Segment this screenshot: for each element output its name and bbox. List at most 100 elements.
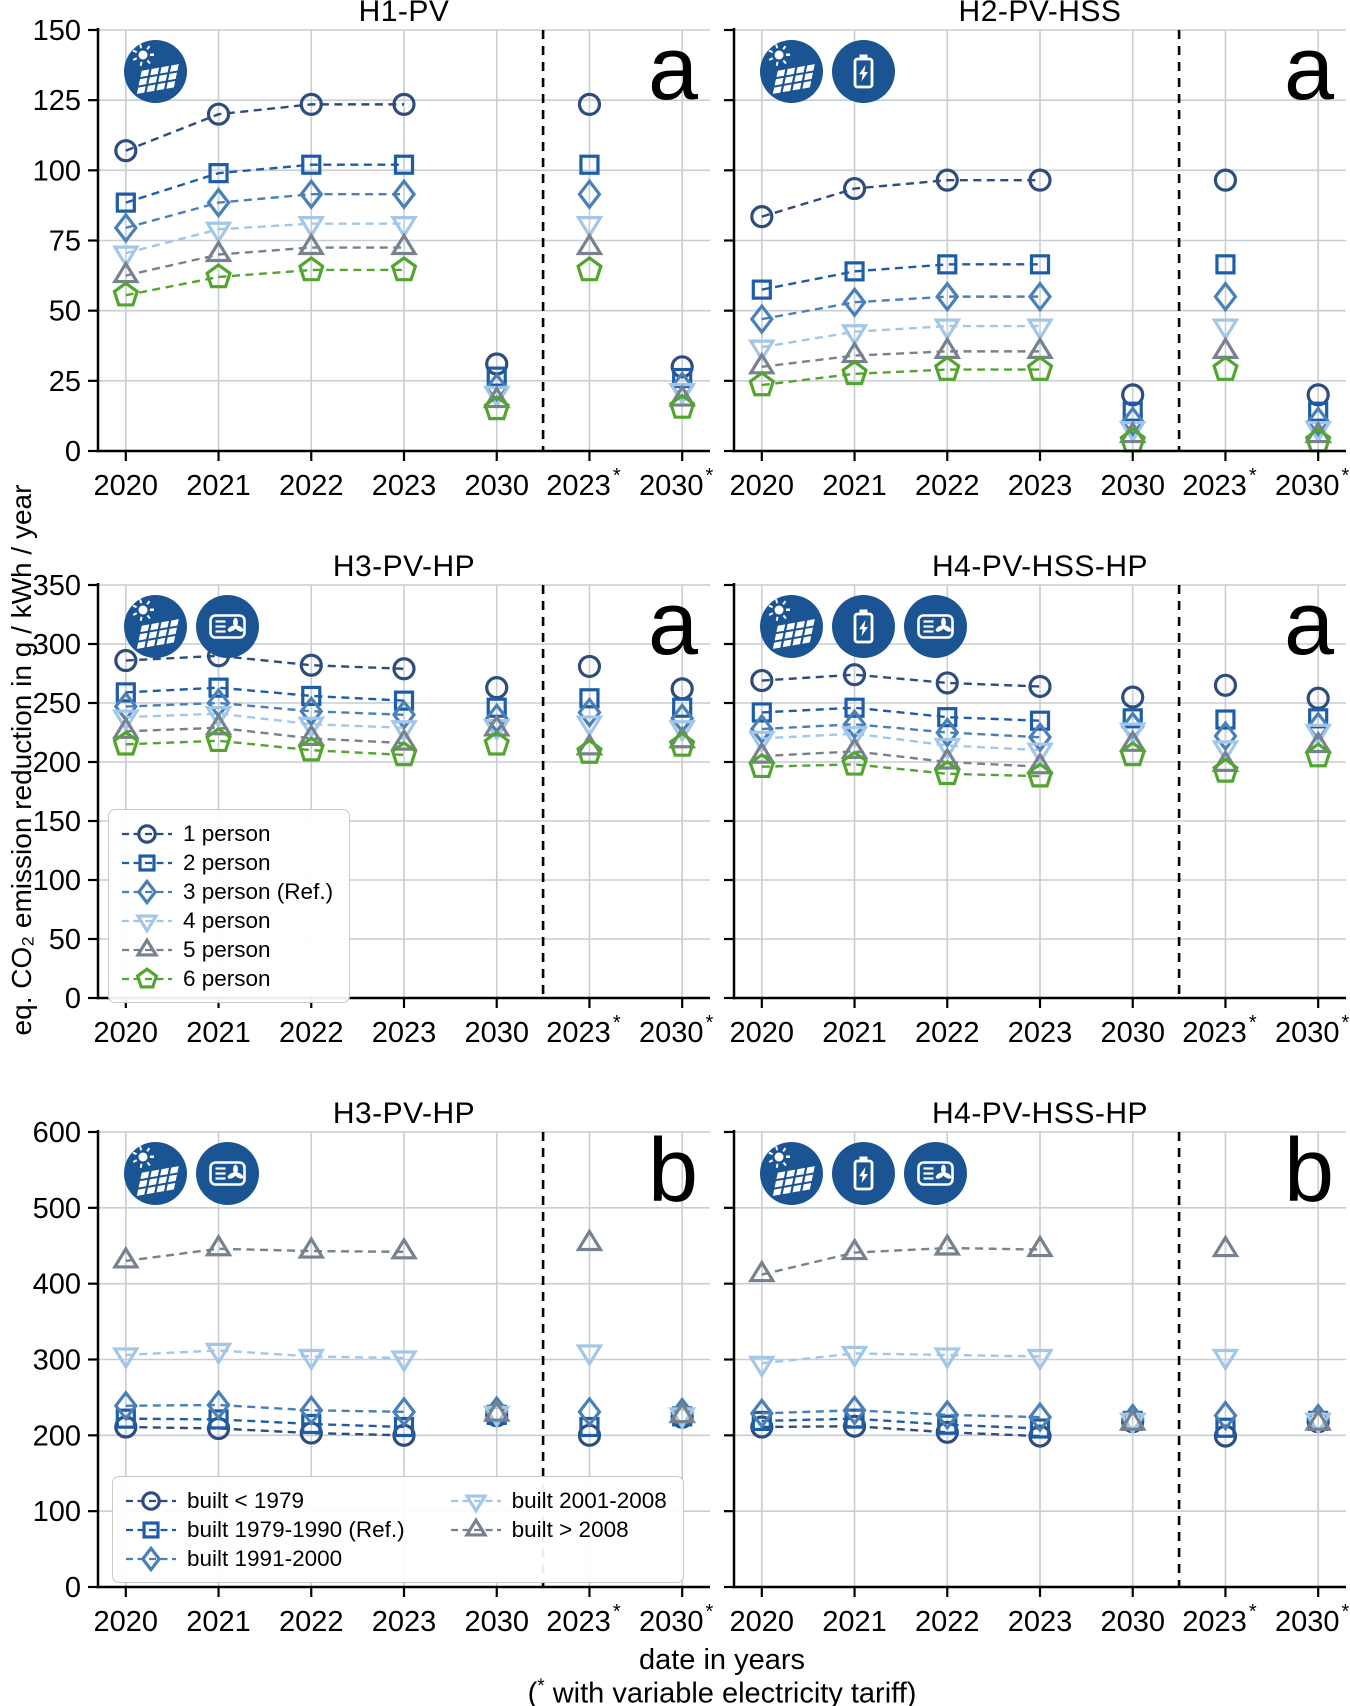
triangle-down-marker (297, 1348, 326, 1372)
series-6-person (112, 726, 696, 767)
triangle-down-marker (482, 719, 511, 742)
square-marker (1122, 708, 1143, 729)
pv-icon (760, 1142, 823, 1205)
diamond-marker (299, 178, 324, 210)
circle-marker (141, 1490, 161, 1511)
pentagon-marker (112, 730, 140, 756)
triangle-up-marker (668, 384, 697, 407)
triangle-up-marker (135, 936, 159, 957)
triangle-up-marker (575, 1228, 604, 1252)
y-tick-label: 0 (65, 983, 81, 1015)
triangle-up-marker (1304, 730, 1333, 754)
diamond-marker (1213, 281, 1238, 313)
plot-title: H4-PV-HSS-HP (931, 1097, 1149, 1130)
diamond-marker (670, 370, 695, 403)
chart-canvas: 2020 2021 2022 2023 2030 2023 * 2030 * (724, 28, 1350, 502)
series-line (125, 192, 404, 230)
series-6-person (748, 740, 1332, 788)
diamond-marker (749, 303, 774, 335)
square-marker (393, 154, 415, 175)
legend-label: 2 person (183, 849, 271, 875)
series-built-2008 (111, 1228, 697, 1424)
x-tick-label: 2020 (94, 1606, 159, 1638)
legend-marker (122, 966, 172, 989)
plot-h3-pv-hp-a: 0 50 100 150 200 250 300 350 2020 2021 2022 2023 203… (33, 551, 714, 1050)
triangle-down-marker (747, 730, 776, 754)
series-line (125, 1403, 405, 1414)
legend-persons: 1 person 2 person 3 person (Ref.) 4 person 5… (108, 809, 351, 1003)
square-marker (579, 1416, 600, 1438)
pentagon-marker (576, 255, 603, 282)
legend-entry: 2 person (120, 848, 333, 877)
legend-entry: built 1979-1990 (Ref.) (124, 1515, 405, 1544)
triangle-down-marker (575, 715, 604, 739)
x-tick-label: 2030 (464, 470, 529, 502)
heat-pump-icon (196, 595, 259, 658)
x-tick-label: 2020 (94, 470, 159, 502)
diamond-marker (1306, 405, 1331, 438)
triangle-down-marker (1026, 1348, 1054, 1372)
legend-entry: built < 1979 (124, 1486, 405, 1515)
circle-marker (299, 92, 323, 116)
circle-marker (1213, 673, 1238, 697)
triangle-down-marker (463, 1493, 488, 1514)
x-tick-label: 2030 * (639, 1601, 714, 1638)
legend-entry: built 1991-2000 (124, 1544, 405, 1573)
pentagon-marker (933, 355, 961, 381)
series-line (125, 222, 404, 255)
legend-marker (126, 1545, 176, 1572)
asterisk-note: * (537, 1676, 545, 1697)
triangle-down-marker (747, 339, 776, 363)
square-marker (844, 697, 865, 718)
heat-pump-icon (904, 1142, 967, 1205)
legend-label: 6 person (183, 965, 271, 991)
pentagon-marker (933, 759, 961, 786)
x-tick-label: 2030 (1100, 1017, 1165, 1049)
series-5-person (111, 232, 697, 409)
triangle-up-marker (204, 239, 233, 263)
chart-canvas: 2020 2021 2022 2023 2030 2023 * 2030 * (724, 583, 1350, 1049)
series-line (761, 750, 1041, 768)
triangle-up-marker (390, 728, 418, 751)
pentagon-marker (483, 730, 511, 756)
axes: 2020 2021 2022 2023 2030 2023 * 2030 * (724, 28, 1350, 502)
legend-entry: 3 person (Ref.) (120, 877, 333, 906)
diamond-marker (577, 178, 602, 210)
series-1-person (750, 168, 1330, 407)
circle-marker (1121, 383, 1145, 407)
circle-marker (750, 205, 774, 229)
square-marker (115, 192, 136, 213)
x-tick-label: 2030 * (639, 465, 714, 502)
triangle-down-marker (482, 1405, 511, 1429)
diamond-marker (1027, 1401, 1053, 1433)
series-line (761, 1425, 1041, 1438)
triangle-down-marker (933, 1347, 962, 1371)
pentagon-marker (1212, 355, 1239, 381)
x-tick-label: 2030 * (1275, 465, 1350, 502)
battery-icon (832, 595, 895, 658)
triangle-up-marker (747, 741, 776, 764)
square-marker (393, 1416, 415, 1438)
gridlines (98, 29, 710, 451)
diamond-marker (140, 1545, 162, 1572)
square-marker (1215, 1417, 1236, 1438)
x-tick-label: 2022 (279, 470, 344, 502)
gridlines (734, 584, 1346, 998)
panel-label: b (647, 1121, 698, 1221)
square-marker (1308, 401, 1329, 422)
diamond-marker (113, 1390, 138, 1422)
triangle-down-marker (390, 216, 418, 239)
series-line (125, 163, 404, 204)
axes: 2020 2021 2022 2023 2030 2023 * 2030 * (724, 583, 1350, 1049)
y-tick-label: 125 (33, 85, 81, 117)
diamond-marker (842, 286, 867, 318)
circle-marker (577, 654, 602, 679)
triangle-up-marker (747, 1259, 776, 1283)
x-tick-label: 2023 * (546, 1012, 621, 1049)
square-marker (1029, 1418, 1051, 1439)
pentagon-marker (1304, 742, 1332, 768)
legend-entry: 6 person (120, 964, 333, 993)
legend-column: built < 1979 built 1979-1990 (Ref.) built … (124, 1486, 405, 1573)
y-tick-label: 200 (33, 747, 81, 779)
triangle-up-marker (204, 1233, 233, 1257)
